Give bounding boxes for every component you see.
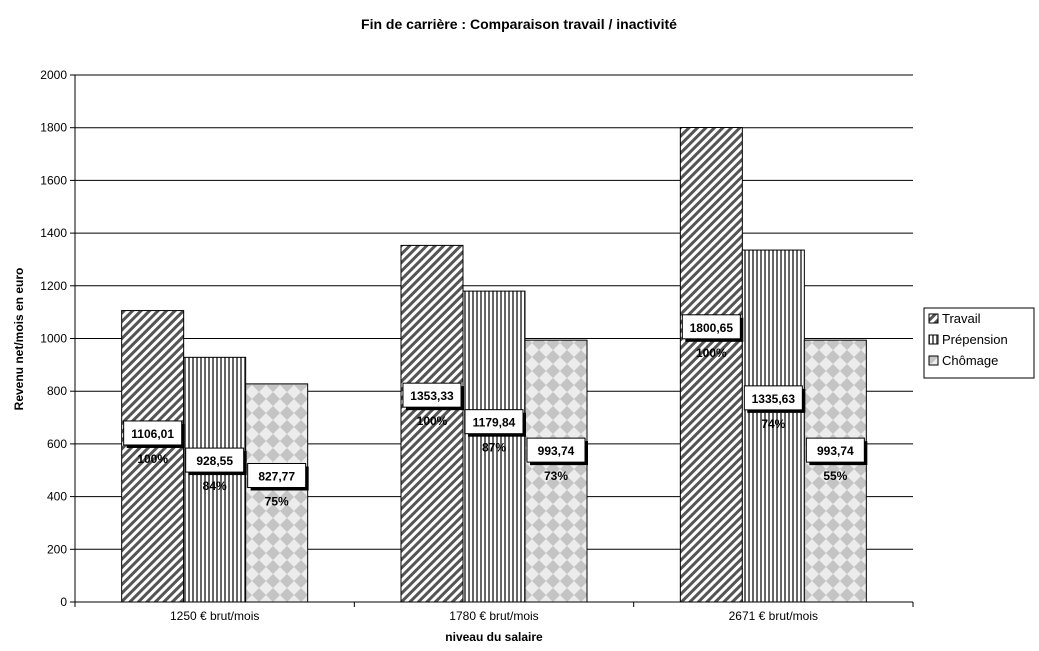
x-tick-label: 1250 € brut/mois — [170, 609, 259, 623]
bar — [741, 249, 805, 603]
legend: Travail Prépension Chômage — [923, 307, 1035, 379]
data-label-box — [247, 462, 307, 488]
legend-label: Prépension — [942, 332, 1008, 347]
percent-label: 74% — [761, 417, 785, 431]
data-label: 1353,33 — [410, 389, 454, 403]
legend-swatch — [928, 334, 939, 345]
percent-label: 73% — [544, 469, 568, 483]
legend-label: Travail — [942, 311, 981, 326]
legend-swatch — [928, 313, 939, 324]
y-tick-label: 1800 — [40, 121, 67, 135]
y-tick-label: 400 — [47, 490, 67, 504]
bar — [183, 356, 247, 603]
data-label: 1179,84 — [473, 416, 516, 430]
y-tick-label: 1400 — [40, 226, 67, 240]
legend-label: Chômage — [942, 353, 998, 368]
bar — [524, 339, 588, 603]
y-tick-label: 2000 — [40, 68, 67, 82]
bar — [245, 383, 309, 603]
legend-swatch — [928, 355, 939, 366]
bar — [462, 290, 526, 603]
x-tick-label: 1780 € brut/mois — [449, 609, 538, 623]
y-axis-title: Revenu net/mois en euro — [12, 268, 26, 411]
x-axis-title: niveau du salaire — [445, 630, 543, 644]
y-tick-label: 1600 — [40, 173, 67, 187]
y-tick-label: 600 — [47, 437, 67, 451]
data-label-box — [402, 382, 462, 408]
bar — [803, 339, 867, 603]
data-label-box — [526, 437, 586, 463]
data-label: 928,55 — [196, 454, 233, 468]
x-tick-label: 2671 € brut/mois — [729, 609, 818, 623]
y-tick-label: 0 — [60, 595, 67, 609]
legend-box — [923, 307, 1035, 379]
data-label-box — [681, 314, 741, 340]
bar — [679, 127, 743, 603]
percent-label: 75% — [265, 494, 289, 508]
y-tick-label: 1000 — [40, 332, 67, 346]
y-tick-label: 200 — [47, 542, 67, 556]
data-label-box — [805, 437, 865, 463]
data-label: 1335,63 — [752, 392, 796, 406]
data-label: 827,77 — [258, 469, 295, 483]
percent-label: 87% — [482, 441, 506, 455]
percent-label: 84% — [203, 479, 227, 493]
data-label: 993,74 — [817, 444, 854, 458]
percent-label: 55% — [823, 469, 847, 483]
data-label-box — [743, 385, 803, 411]
y-tick-label: 1200 — [40, 279, 67, 293]
y-tick-label: 800 — [47, 384, 67, 398]
chart-title: Fin de carrière : Comparaison travail / … — [361, 16, 677, 32]
data-label-box — [123, 420, 183, 446]
percent-label: 100% — [696, 346, 727, 360]
data-label: 993,74 — [538, 444, 575, 458]
data-label-box — [464, 409, 524, 435]
data-label: 1106,01 — [131, 427, 174, 441]
percent-label: 100% — [417, 414, 448, 428]
percent-label: 100% — [137, 452, 168, 466]
data-label-box — [185, 447, 245, 473]
data-label: 1800,65 — [690, 321, 734, 335]
